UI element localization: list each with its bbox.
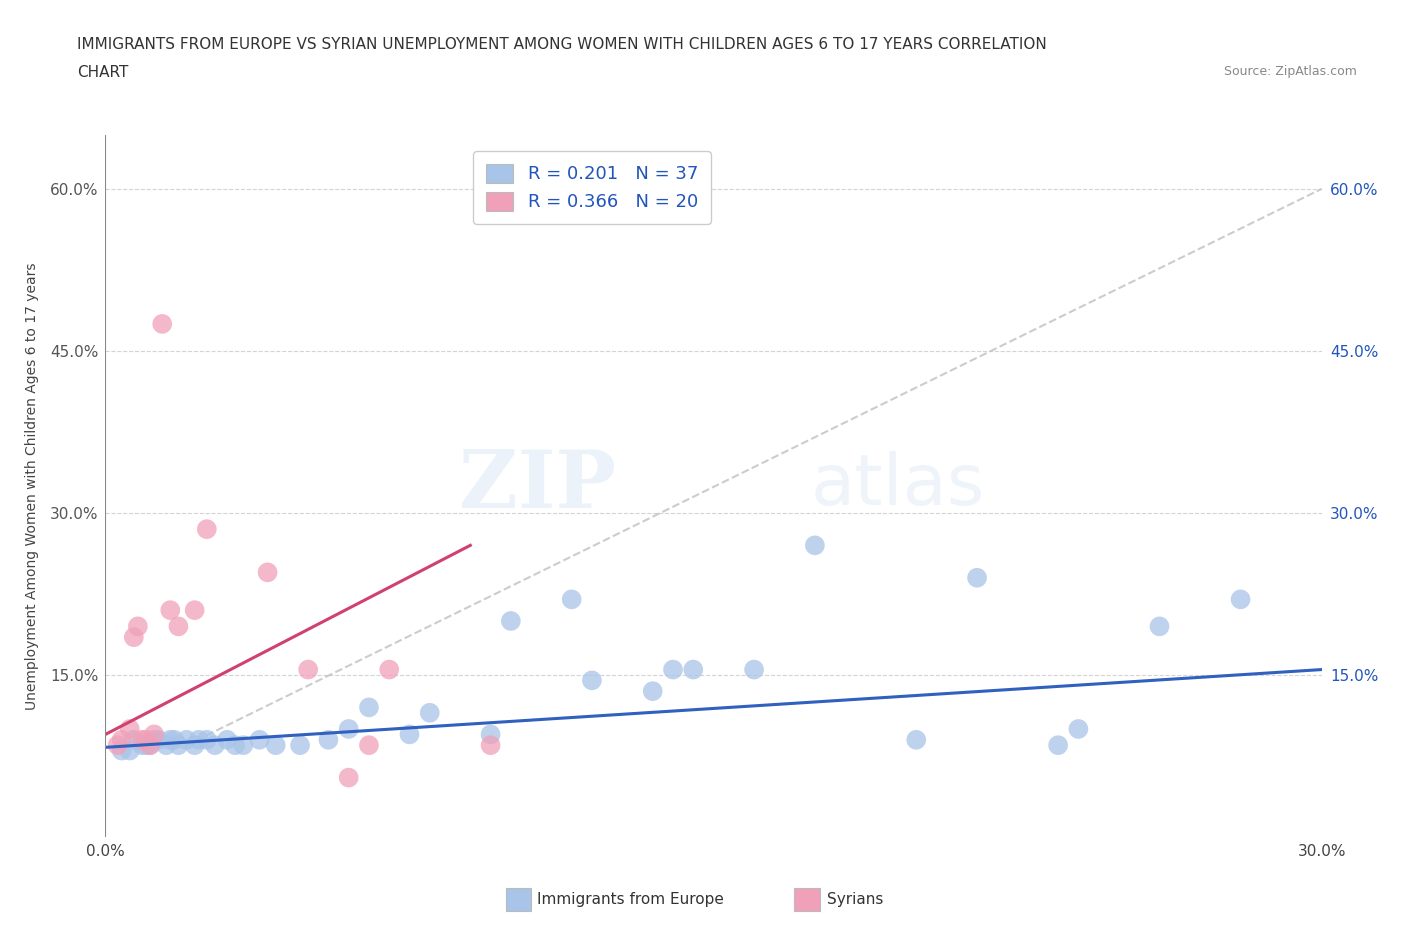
Point [118,722,141,737]
Point [249,732,271,747]
Point [167,737,190,752]
Point [204,737,226,752]
Point [682,662,704,677]
Point [143,732,166,747]
Point [479,727,502,742]
Point [183,603,205,618]
Point [107,737,129,752]
Point [111,743,134,758]
Point [499,614,522,629]
Point [905,732,928,747]
Point [155,737,177,752]
Point [195,522,218,537]
Point [135,737,157,752]
Point [378,662,401,677]
Point [127,619,149,634]
Point [1067,722,1090,737]
Text: atlas: atlas [811,451,986,521]
Point [131,737,153,752]
Point [131,732,153,747]
Point [232,737,254,752]
Point [479,737,502,752]
Legend: R = 0.201   N = 37, R = 0.366   N = 20: R = 0.201 N = 37, R = 0.366 N = 20 [474,151,710,224]
Point [561,591,583,606]
Point [662,662,685,677]
Point [159,732,181,747]
Text: Source: ZipAtlas.com: Source: ZipAtlas.com [1223,65,1357,78]
Point [139,737,162,752]
Point [163,732,186,747]
Point [581,673,603,688]
Point [357,700,380,715]
Point [183,737,205,752]
Point [195,732,218,747]
Point [264,737,287,752]
Point [256,565,278,579]
Point [167,619,190,634]
Point [357,737,380,752]
Point [419,705,441,720]
Point [297,662,319,677]
Point [135,732,157,747]
Point [111,732,134,747]
Point [398,727,420,742]
Point [150,316,173,331]
Point [1149,619,1171,634]
Point [1047,737,1070,752]
Point [966,570,988,585]
Point [224,737,246,752]
Point [742,662,765,677]
Point [1229,591,1251,606]
Point [641,684,664,698]
Point [804,538,827,552]
Text: Immigrants from Europe: Immigrants from Europe [537,892,724,908]
Point [143,727,166,742]
Y-axis label: Unemployment Among Women with Children Ages 6 to 17 years: Unemployment Among Women with Children A… [25,262,39,710]
Point [118,743,141,758]
Point [337,770,360,785]
Point [122,630,145,644]
Point [176,732,198,747]
Point [122,732,145,747]
Text: ZIP: ZIP [460,447,616,525]
Point [318,732,340,747]
Point [187,732,209,747]
Point [146,732,169,747]
Point [139,737,162,752]
Text: CHART: CHART [77,65,129,80]
Text: IMMIGRANTS FROM EUROPE VS SYRIAN UNEMPLOYMENT AMONG WOMEN WITH CHILDREN AGES 6 T: IMMIGRANTS FROM EUROPE VS SYRIAN UNEMPLO… [77,37,1047,52]
Point [217,732,239,747]
Point [337,722,360,737]
Text: Syrians: Syrians [827,892,883,908]
Point [288,737,311,752]
Point [159,603,181,618]
